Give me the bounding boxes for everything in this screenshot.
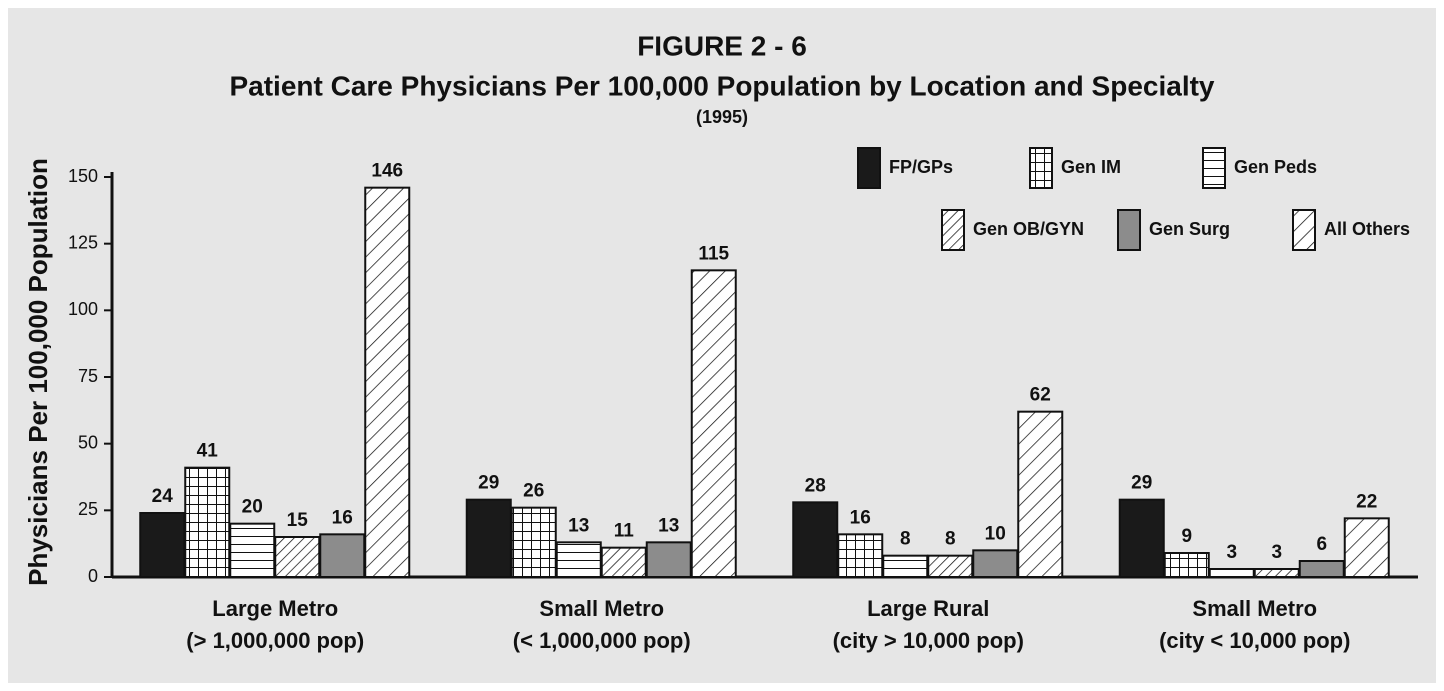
value-label: 10 [985,523,1006,544]
value-label: 146 [371,161,403,182]
x-tick-label: Small Metro [539,596,664,621]
value-label: 8 [945,529,956,550]
legend-label: FP/GPs [889,157,953,177]
bar [1253,568,1300,578]
bar [555,541,602,578]
x-tick-label: (city < 10,000 pop) [1159,628,1350,653]
y-tick-label: 150 [68,166,98,186]
x-tick-label: Large Metro [212,596,338,621]
chart-subtitle: Patient Care Physicians Per 100,000 Popu… [229,70,1214,101]
value-label: 26 [523,481,544,502]
value-label: 8 [900,529,911,550]
bar [274,536,321,578]
bar [1017,410,1064,578]
value-label: 16 [332,507,353,528]
value-label: 6 [1316,534,1327,555]
value-label: 29 [1131,473,1152,494]
legend-swatch [857,147,881,189]
legend-label: Gen OB/GYN [973,219,1084,239]
y-tick-label: 0 [88,566,98,586]
value-label: 62 [1030,385,1051,406]
bar [837,533,884,578]
chart-note: (1995) [696,107,748,127]
bar [1343,517,1390,578]
bar [645,541,692,578]
y-tick-label: 75 [78,366,98,386]
bar [1298,560,1345,578]
value-label: 9 [1181,526,1192,547]
legend-label: Gen Peds [1234,157,1317,177]
legend-label: Gen Surg [1149,219,1230,239]
bar [690,269,737,578]
legend-swatch [1292,209,1316,251]
bar [510,506,557,578]
value-label: 16 [850,507,871,528]
legend-swatch [941,209,965,251]
value-label: 3 [1271,542,1282,563]
value-label: 13 [568,515,589,536]
legend-swatch [1202,147,1226,189]
bar [364,186,411,579]
y-tick-label: 125 [68,232,98,252]
y-tick-label: 25 [78,499,98,519]
bar [1163,552,1210,578]
legend-label: Gen IM [1061,157,1121,177]
bar [972,549,1019,578]
value-label: 11 [614,521,635,542]
legend-swatch [1117,209,1141,251]
x-tick-label: Small Metro [1192,596,1317,621]
value-label: 20 [242,497,263,518]
bar [927,554,974,579]
y-axis-label: Physicians Per 100,000 Population [23,158,53,586]
y-tick-label: 100 [68,299,98,319]
value-label: 41 [197,441,219,462]
value-label: 29 [478,473,499,494]
x-tick-label: Large Rural [867,596,989,621]
chart-title: FIGURE 2 - 6 [637,30,807,61]
legend-swatch [1029,147,1053,189]
value-label: 28 [805,475,826,496]
x-tick-label: (< 1,000,000 pop) [513,628,691,653]
bar [184,466,231,578]
value-label: 15 [287,510,309,531]
value-label: 3 [1226,542,1237,563]
value-label: 24 [152,486,174,507]
bar [139,512,186,578]
x-tick-label: (> 1,000,000 pop) [186,628,364,653]
bar [1208,568,1255,578]
bar [792,501,839,579]
x-tick-label: (city > 10,000 pop) [833,628,1024,653]
value-label: 22 [1356,491,1377,512]
bar [1118,498,1165,578]
bar [882,554,929,579]
bar [465,498,512,578]
bar [229,522,276,579]
legend-label: All Others [1324,219,1410,239]
bar [600,546,647,579]
bar [319,533,366,578]
value-label: 13 [658,515,679,536]
y-tick-label: 50 [78,432,98,452]
value-label: 115 [698,243,729,264]
